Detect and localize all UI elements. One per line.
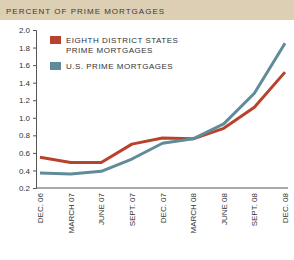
y-axis-line	[33, 31, 37, 189]
y-axis: 0.2 0.4 0.6 0.8 1.0 1.2 1.4 1.6 1.8 2.0	[19, 26, 37, 193]
y-tick-label: 0.6	[19, 149, 31, 158]
legend-swatch	[50, 62, 61, 70]
x-tick: DEC. 06	[36, 192, 45, 223]
x-tick-label: JUNE 07	[97, 192, 106, 225]
y-tick-mark	[33, 188, 36, 189]
y-tick-label: 0.4	[19, 167, 31, 176]
y-tick-mark	[33, 100, 36, 101]
y-tick: 0.6	[19, 149, 36, 158]
x-tick-label: DEC. 07	[159, 192, 168, 223]
y-tick-label: 1.0	[19, 114, 31, 123]
y-tick: 1.8	[19, 44, 36, 53]
y-tick-label: 1.2	[19, 96, 31, 105]
x-tick-label: SEPT. 07	[128, 192, 137, 226]
header-band	[0, 0, 294, 20]
y-tick-mark	[33, 153, 36, 154]
x-tick: SEPT. 08	[250, 192, 259, 226]
y-tick-label: 1.8	[19, 44, 31, 53]
x-tick-label: DEC. 06	[36, 192, 45, 223]
y-tick: 1.0	[19, 114, 36, 123]
x-tick-label: DEC. 08	[281, 192, 290, 223]
y-tick-label: 1.6	[19, 61, 31, 70]
x-tick: DEC. 08	[281, 192, 290, 223]
x-tick: MARCH 08	[189, 192, 198, 233]
series-line	[40, 43, 285, 174]
y-tick-mark	[33, 65, 36, 66]
x-tick-label: MARCH 08	[189, 192, 198, 233]
chart: PERCENT OF PRIME MORTGAGES 0.2 0.4 0.6 0.8 1.…	[0, 0, 294, 260]
y-tick: 0.2	[19, 184, 36, 193]
y-tick: 0.8	[19, 131, 36, 140]
y-tick-label: 2.0	[19, 26, 31, 35]
x-tick-label: MARCH 07	[67, 192, 76, 233]
y-tick-mark	[33, 83, 36, 84]
legend-label: U.S. PRIME MORTGAGES	[66, 62, 173, 71]
x-tick: JUNE 07	[97, 192, 106, 225]
x-axis-line	[36, 188, 288, 189]
x-tick: DEC. 07	[159, 192, 168, 223]
y-tick-mark	[33, 170, 36, 171]
title: PERCENT OF PRIME MORTGAGES	[6, 7, 165, 16]
y-tick: 1.2	[19, 96, 36, 105]
y-tick-mark	[33, 118, 36, 119]
y-tick-label: 0.8	[19, 131, 31, 140]
legend: EIGHTH DISTRICT STATESPRIME MORTGAGES U.S…	[50, 36, 178, 71]
x-tick: JUNE 08	[220, 192, 229, 225]
y-tick: 2.0	[19, 26, 36, 35]
legend-swatch	[50, 36, 61, 44]
x-tick: SEPT. 07	[128, 192, 137, 226]
y-tick-mark	[33, 30, 36, 31]
x-tick: MARCH 07	[67, 192, 76, 233]
y-tick-label: 1.4	[19, 79, 31, 88]
y-tick-mark	[33, 48, 36, 49]
x-tick-label: JUNE 08	[220, 192, 229, 225]
series-line	[40, 72, 285, 162]
y-tick: 1.4	[19, 79, 36, 88]
y-tick-label: 0.2	[19, 184, 31, 193]
lines	[40, 43, 285, 174]
y-tick: 1.6	[19, 61, 36, 70]
y-tick-mark	[33, 135, 36, 136]
x-axis: DEC. 06 MARCH 07 JUNE 07 SEPT. 07 DEC. 07 MAR…	[36, 188, 290, 233]
legend-label: EIGHTH DISTRICT STATESPRIME MORTGAGES	[66, 36, 178, 55]
y-tick: 0.4	[19, 167, 36, 176]
x-tick-label: SEPT. 08	[250, 192, 259, 226]
